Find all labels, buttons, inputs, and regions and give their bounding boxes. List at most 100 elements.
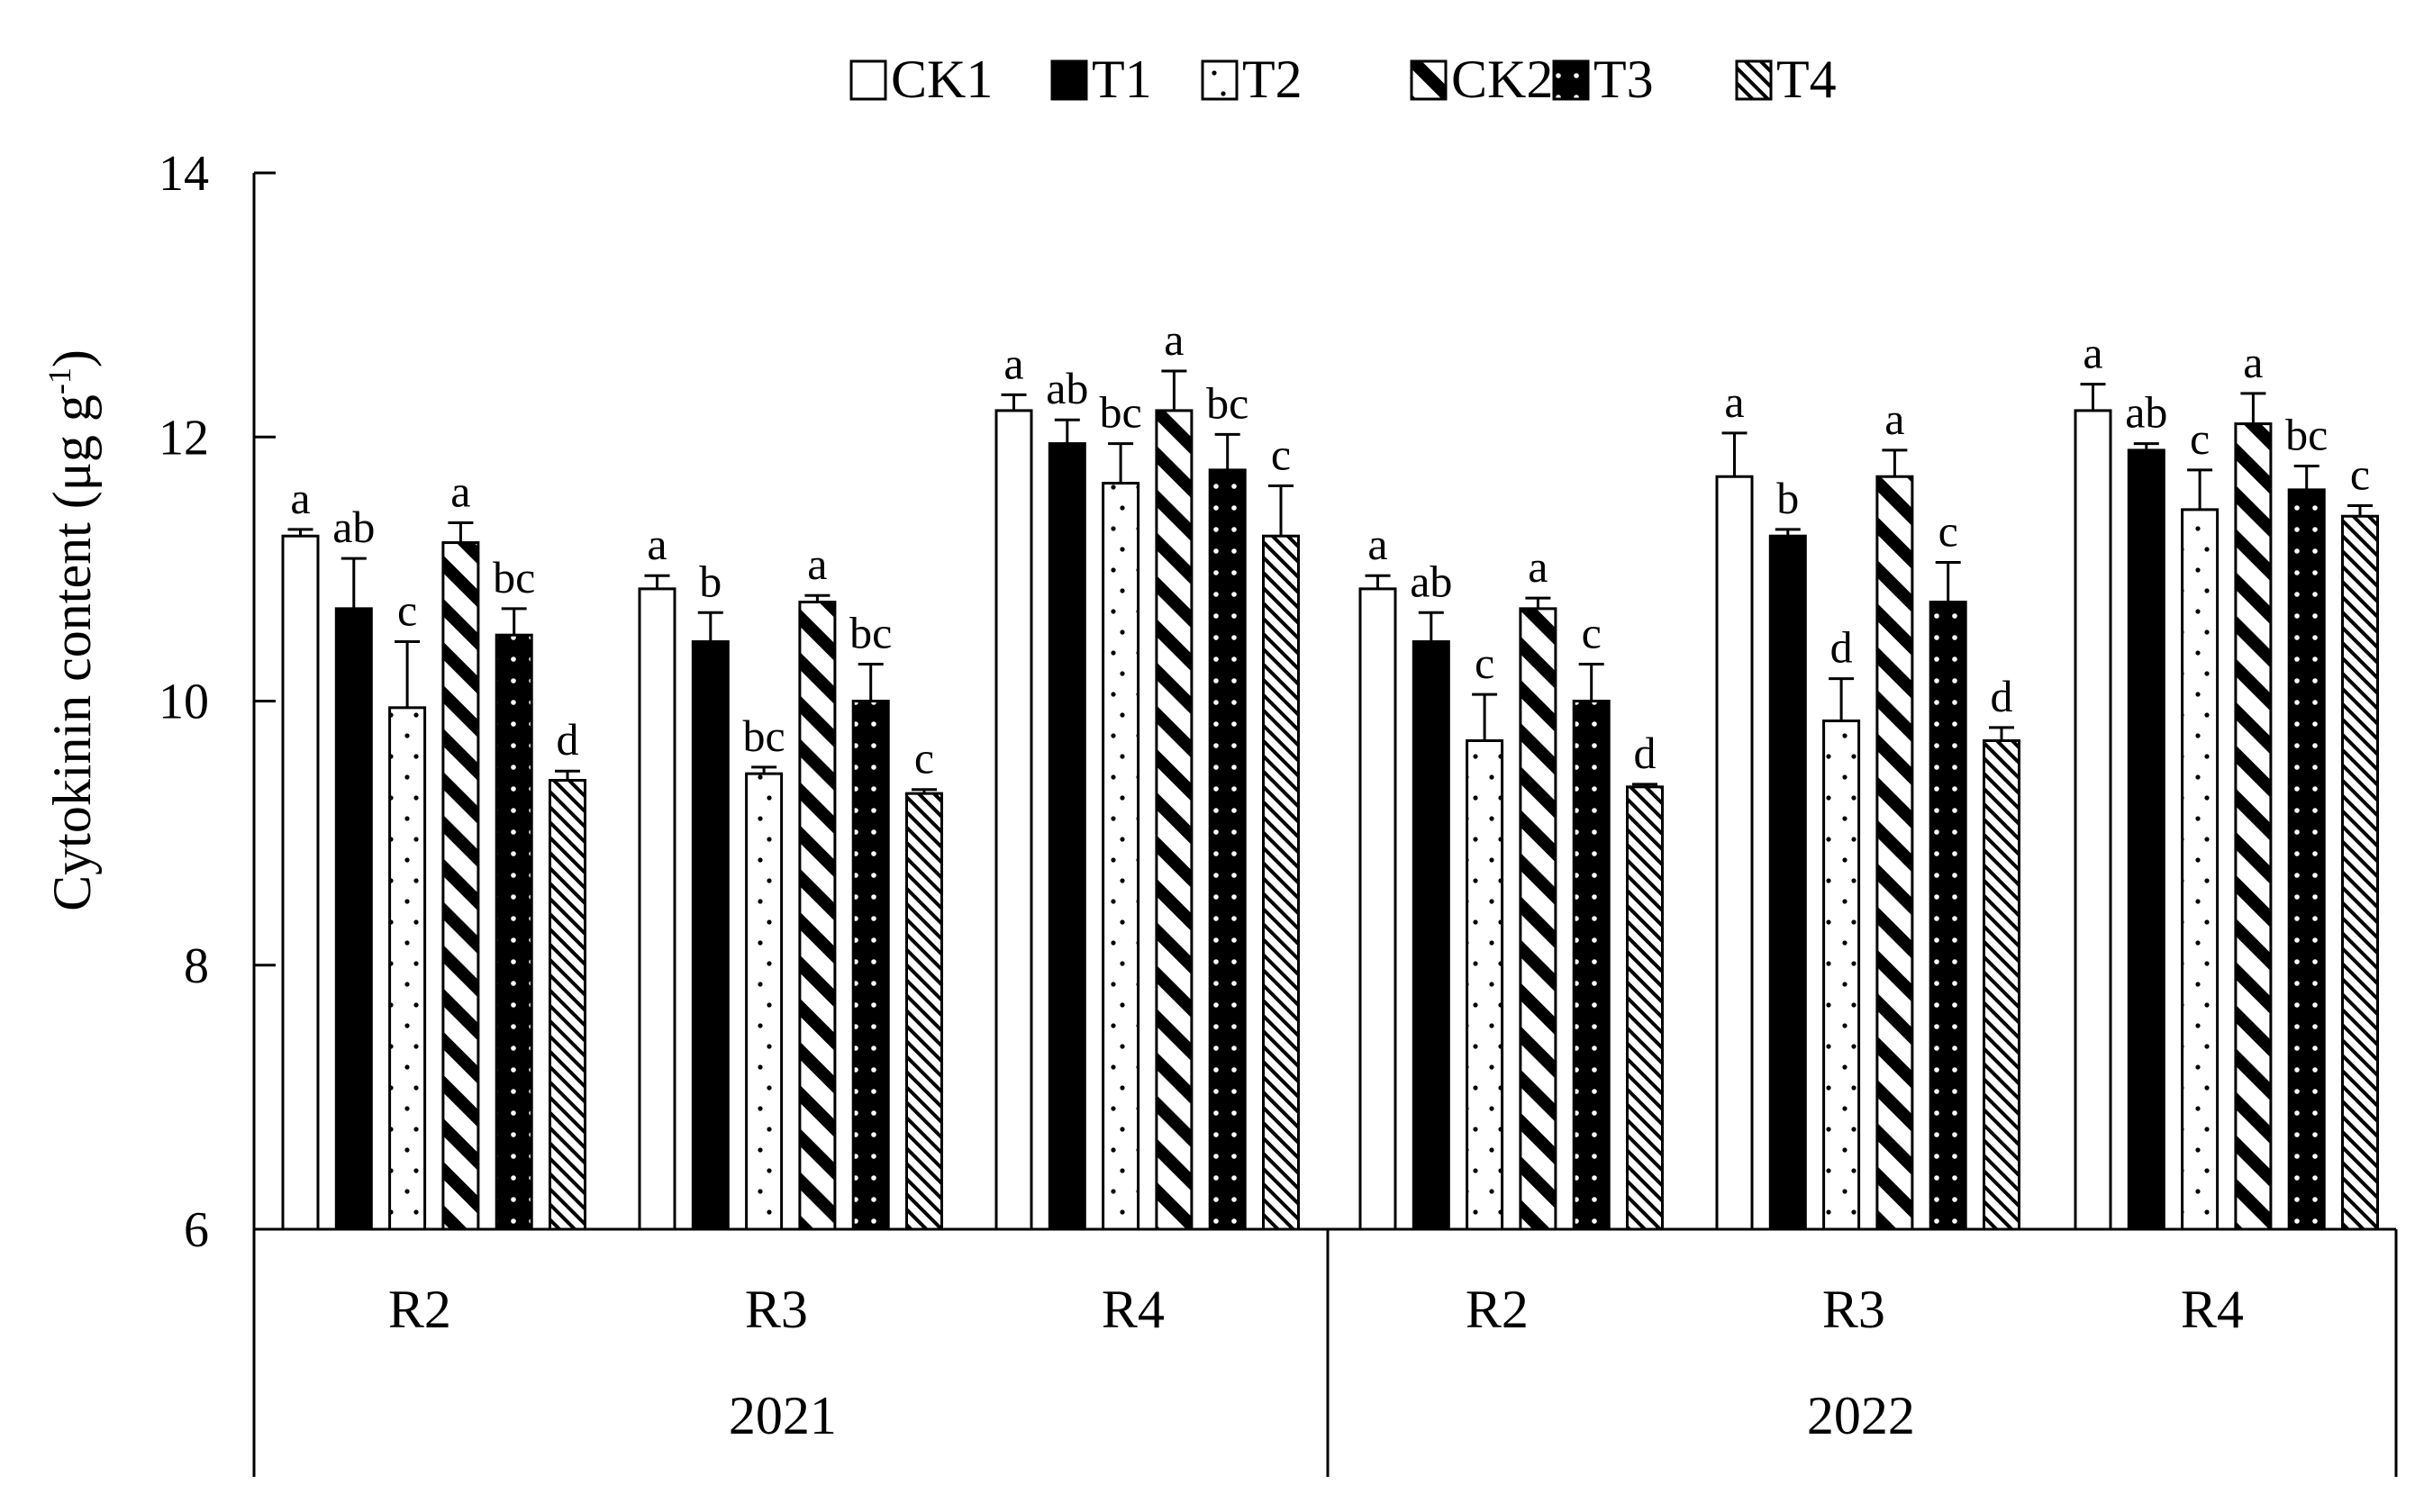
bar-t2: [1102, 482, 1140, 1231]
significance-letter: a: [647, 519, 667, 569]
significance-letter: c: [914, 733, 934, 783]
significance-letter: d: [1634, 728, 1657, 778]
y-axis-label-close: ): [42, 349, 102, 367]
significance-letter: c: [1938, 506, 1958, 557]
bar-ck2: [1875, 475, 1914, 1231]
legend-label-ck1: CK1: [891, 50, 993, 109]
bar-t4: [1626, 785, 1664, 1231]
bar-t4: [549, 778, 586, 1231]
bar-t2: [1822, 719, 1861, 1231]
legend-swatch-ck1: [849, 59, 887, 101]
significance-letter: a: [1003, 338, 1023, 388]
legend: CK1 T1 T2 CK2 T3 T4: [849, 50, 1837, 109]
bar-t4: [2341, 514, 2379, 1231]
significance-letter: ab: [1046, 363, 1088, 413]
significance-letter: a: [1528, 541, 1548, 592]
legend-label-t2: T2: [1242, 50, 1303, 109]
bar-ck2: [2234, 422, 2273, 1231]
significance-letter: c: [2190, 413, 2210, 464]
bar-t4: [905, 792, 943, 1231]
category-label: R2: [1466, 1280, 1529, 1339]
significance-letter: bc: [1206, 377, 1248, 428]
significance-letter: d: [1830, 622, 1853, 673]
significance-letter: ab: [2125, 387, 2167, 438]
significance-letter: c: [1582, 607, 1602, 657]
axes: 6 8 10 12 14 Cytokinin content (μg g-1): [41, 146, 2398, 1477]
bar-t4: [1983, 738, 2020, 1231]
bar-t1: [334, 607, 373, 1231]
significance-letter: bc: [742, 711, 785, 761]
y-tick-label: 8: [184, 938, 209, 994]
legend-swatch-t2: [1201, 59, 1239, 101]
bar-ck1: [1715, 475, 1754, 1231]
y-axis-label-superscript: -1: [41, 367, 77, 394]
significance-letter: d: [557, 714, 579, 765]
legend-swatch-t4: [1735, 59, 1773, 101]
bar-t4: [1262, 534, 1300, 1231]
significance-letter: b: [1776, 473, 1799, 523]
y-tick-label: 10: [159, 675, 209, 730]
bar-t3: [1929, 601, 1967, 1231]
bar-ck2: [1519, 607, 1557, 1231]
legend-swatch-t3: [1552, 59, 1590, 101]
category-label: R3: [1822, 1280, 1885, 1339]
bar-t2: [745, 772, 784, 1231]
category-label: R4: [1102, 1280, 1165, 1339]
bar-t3: [1208, 468, 1247, 1231]
significance-letter: a: [290, 473, 310, 523]
bar-t1: [1048, 442, 1086, 1231]
significance-letter: a: [1724, 376, 1744, 427]
significance-letter: c: [397, 585, 417, 636]
significance-letter: bc: [493, 552, 535, 602]
bar-t1: [691, 640, 730, 1231]
y-tick-label: 6: [184, 1202, 209, 1258]
group-label: 2022: [1807, 1386, 1915, 1445]
bar-ck1: [994, 409, 1033, 1231]
significance-letter: a: [807, 539, 827, 589]
significance-letter: a: [1164, 314, 1184, 365]
y-axis-label-text: Cytokinin content (μg g: [42, 394, 102, 911]
bars: [281, 369, 2379, 1231]
significance-letter: a: [1367, 519, 1387, 569]
y-tick-label: 12: [159, 410, 209, 466]
legend-label-t3: T3: [1593, 50, 1654, 109]
significance-letter: a: [2243, 337, 2263, 387]
bar-t3: [1572, 700, 1611, 1231]
legend-label-ck2: CK2: [1451, 50, 1553, 109]
bar-ck2: [798, 601, 837, 1231]
category-label: R2: [388, 1280, 451, 1339]
legend-label-t1: T1: [1092, 50, 1152, 109]
bar-t2: [1466, 738, 1504, 1231]
bar-t3: [495, 633, 533, 1231]
legend-label-t4: T4: [1776, 50, 1837, 109]
significance-letter: b: [699, 556, 722, 606]
significance-letter: a: [2083, 328, 2102, 378]
legend-swatch-t1: [1050, 59, 1088, 101]
bar-t1: [1768, 534, 1807, 1231]
significance-letter: a: [450, 466, 470, 517]
significance-letter: c: [1475, 638, 1494, 688]
bar-t3: [851, 700, 890, 1231]
bar-t3: [2287, 488, 2326, 1231]
significance-letter: c: [1271, 430, 1291, 480]
significance-letter: ab: [332, 502, 375, 552]
bar-t2: [2181, 508, 2220, 1231]
group-label: 2021: [729, 1386, 837, 1445]
significance-letter: bc: [849, 607, 892, 657]
significance-letter: c: [2350, 448, 2370, 499]
y-axis-label: Cytokinin content (μg g-1): [41, 349, 102, 911]
bar-ck1: [638, 587, 676, 1231]
legend-swatch-ck2: [1410, 59, 1448, 101]
significance-letter: d: [1991, 671, 2013, 721]
bar-t1: [1412, 640, 1450, 1231]
bar-t1: [2127, 448, 2165, 1231]
significance-letter: bc: [2285, 410, 2328, 460]
significance-letter: ab: [1410, 556, 1452, 606]
y-tick-label: 14: [159, 146, 209, 202]
bar-ck2: [441, 541, 480, 1231]
category-label: R3: [745, 1280, 808, 1339]
significance-letter: a: [1884, 394, 1904, 444]
